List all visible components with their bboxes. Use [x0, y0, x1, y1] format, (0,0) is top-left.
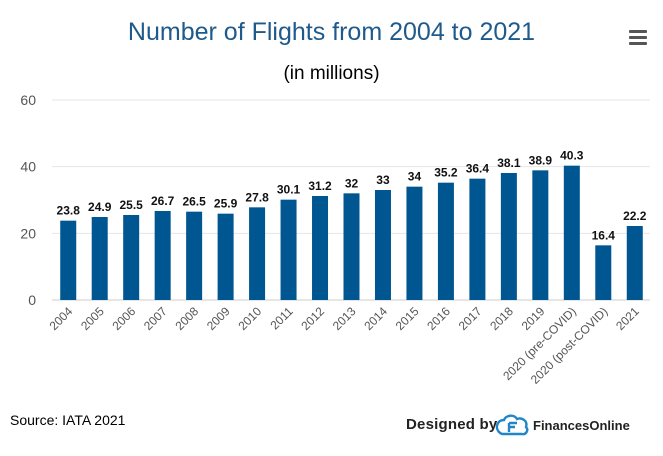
- bar: [563, 165, 580, 300]
- data-label: 34: [408, 170, 422, 184]
- y-tick-label: 60: [20, 92, 36, 108]
- bar: [343, 193, 360, 300]
- bar: [532, 170, 549, 300]
- x-tick-label: 2015: [393, 304, 422, 333]
- bar: [406, 186, 423, 300]
- y-tick-label: 20: [20, 225, 36, 241]
- data-label: 16.4: [592, 228, 616, 242]
- x-tick-label: 2018: [487, 304, 516, 333]
- x-tick-label: 2005: [78, 304, 107, 333]
- data-label: 25.9: [214, 197, 238, 211]
- x-tick-label: 2004: [47, 304, 76, 333]
- y-tick-label: 0: [28, 292, 36, 308]
- chart-title: Number of Flights from 2004 to 2021: [127, 18, 536, 46]
- data-label: 33: [376, 173, 390, 187]
- designed-by-label: Designed by: [406, 416, 498, 433]
- x-tick-label: 2021: [613, 304, 642, 333]
- x-tick-label: 2009: [204, 304, 233, 333]
- data-label: 35.2: [434, 166, 458, 180]
- data-label: 24.9: [88, 200, 112, 214]
- bar: [312, 196, 329, 300]
- bar: [595, 245, 612, 300]
- bar: [374, 190, 391, 300]
- data-label: 23.8: [57, 204, 81, 218]
- data-label: 36.4: [466, 162, 490, 176]
- bar: [469, 178, 486, 300]
- bar: [91, 217, 108, 300]
- x-tick-label: 2007: [141, 304, 170, 333]
- data-label: 40.3: [560, 149, 584, 163]
- bar: [626, 226, 643, 300]
- chart-subtitle: (in millions): [283, 63, 380, 84]
- data-label: 26.5: [182, 195, 206, 209]
- hamburger-menu-icon[interactable]: [629, 30, 647, 46]
- x-tick-label: 2011: [268, 304, 296, 332]
- data-label: 25.5: [120, 198, 144, 212]
- data-label: 22.2: [623, 209, 647, 223]
- x-tick-label: 2012: [298, 304, 327, 333]
- data-label: 32: [345, 176, 359, 190]
- x-tick-label: 2017: [456, 304, 485, 333]
- data-label: 30.1: [277, 183, 301, 197]
- data-label: 31.2: [308, 179, 332, 193]
- data-label: 38.9: [529, 153, 553, 167]
- x-tick-label: 2016: [424, 304, 453, 333]
- source-note: Source: IATA 2021: [10, 412, 126, 428]
- x-tick-label: 2010: [235, 304, 264, 333]
- bar: [60, 220, 77, 300]
- x-tick-label: 2006: [110, 304, 139, 333]
- bar: [500, 173, 517, 300]
- x-tick-label: 2014: [361, 304, 390, 333]
- bar: [249, 207, 266, 300]
- data-label: 27.8: [245, 190, 269, 204]
- bar: [437, 182, 454, 300]
- x-tick-label: 2013: [330, 304, 359, 333]
- bar: [217, 213, 234, 300]
- bar: [154, 211, 171, 300]
- bar: [123, 215, 140, 300]
- bar: [280, 199, 297, 300]
- x-tick-label: 2008: [172, 304, 201, 333]
- y-tick-label: 40: [20, 159, 36, 175]
- bar: [186, 211, 203, 300]
- data-label: 38.1: [497, 156, 521, 170]
- financesonline-logo-icon: [495, 414, 529, 436]
- data-label: 26.7: [151, 194, 175, 208]
- brand-name: FinancesOnline: [533, 418, 630, 433]
